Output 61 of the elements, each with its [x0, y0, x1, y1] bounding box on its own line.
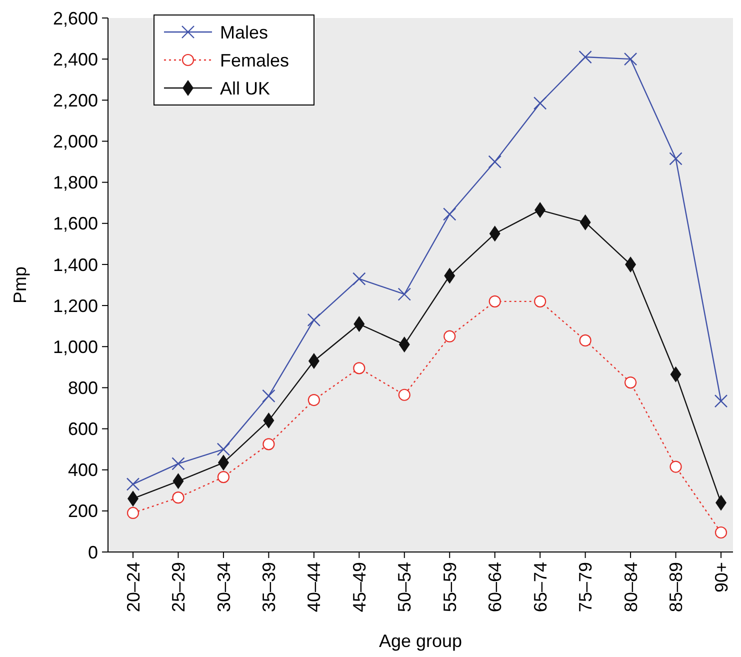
x-tick-label: 75–79	[576, 562, 596, 612]
y-tick-label: 1,000	[52, 336, 98, 357]
point	[624, 52, 638, 66]
point	[670, 460, 682, 473]
point	[444, 330, 456, 342]
x-tick-label: 80–84	[620, 562, 641, 612]
point	[533, 96, 547, 110]
y-tick-label: 1,200	[52, 296, 98, 316]
point	[172, 492, 184, 504]
y-tick-label: 2,000	[52, 132, 98, 152]
x-tick-label: 20–24	[123, 562, 144, 612]
point	[714, 394, 728, 408]
x-tick-label: 90+	[711, 562, 732, 593]
y-tick-label: 2,600	[52, 8, 98, 28]
legend-label: Females	[220, 50, 290, 70]
point	[579, 334, 592, 347]
y-axis-title: Pmp	[10, 266, 30, 304]
point	[307, 313, 321, 327]
point	[443, 208, 456, 221]
x-tick-label: 35–39	[258, 562, 279, 612]
point	[262, 389, 276, 403]
point	[172, 457, 185, 470]
point	[262, 438, 275, 450]
point	[308, 394, 320, 406]
point	[534, 295, 546, 308]
y-tick-label: 600	[68, 419, 98, 440]
point	[398, 288, 411, 301]
point	[578, 50, 592, 64]
point	[624, 376, 637, 389]
y-tick-label: 200	[68, 501, 98, 522]
point	[488, 295, 501, 308]
x-tick-label: 45–49	[349, 562, 370, 612]
legend-label: Males	[220, 22, 268, 42]
point	[714, 526, 728, 539]
point	[126, 506, 140, 520]
y-tick-label: 1,400	[52, 254, 98, 275]
x-axis-title: Age group	[378, 631, 462, 651]
point	[398, 388, 410, 401]
x-tick-label: 60–64	[485, 562, 506, 612]
point	[669, 152, 682, 166]
y-tick-label: 2,200	[52, 90, 98, 110]
x-tick-label: 30–34	[214, 562, 234, 612]
y-tick-label: 400	[68, 460, 98, 480]
y-tick-label: 1,600	[52, 214, 98, 234]
y-tick-label: 0	[88, 542, 98, 562]
y-tick-label: 800	[68, 378, 98, 398]
point	[217, 470, 230, 484]
point	[353, 362, 366, 374]
x-tick-label: 55–59	[440, 562, 460, 612]
x-tick-label: 50–54	[394, 562, 415, 612]
x-tick-label: 40–44	[304, 562, 324, 612]
point	[126, 478, 140, 491]
point	[352, 272, 366, 286]
y-tick-label: 2,400	[52, 49, 98, 70]
point	[216, 442, 230, 456]
point	[488, 155, 502, 168]
x-tick-label: 65–74	[530, 562, 550, 612]
legend-label: All UK	[220, 78, 270, 98]
x-tick-label: 25–29	[168, 562, 189, 612]
y-tick-label: 1,800	[52, 172, 98, 193]
x-tick-label: 85–89	[666, 562, 686, 612]
